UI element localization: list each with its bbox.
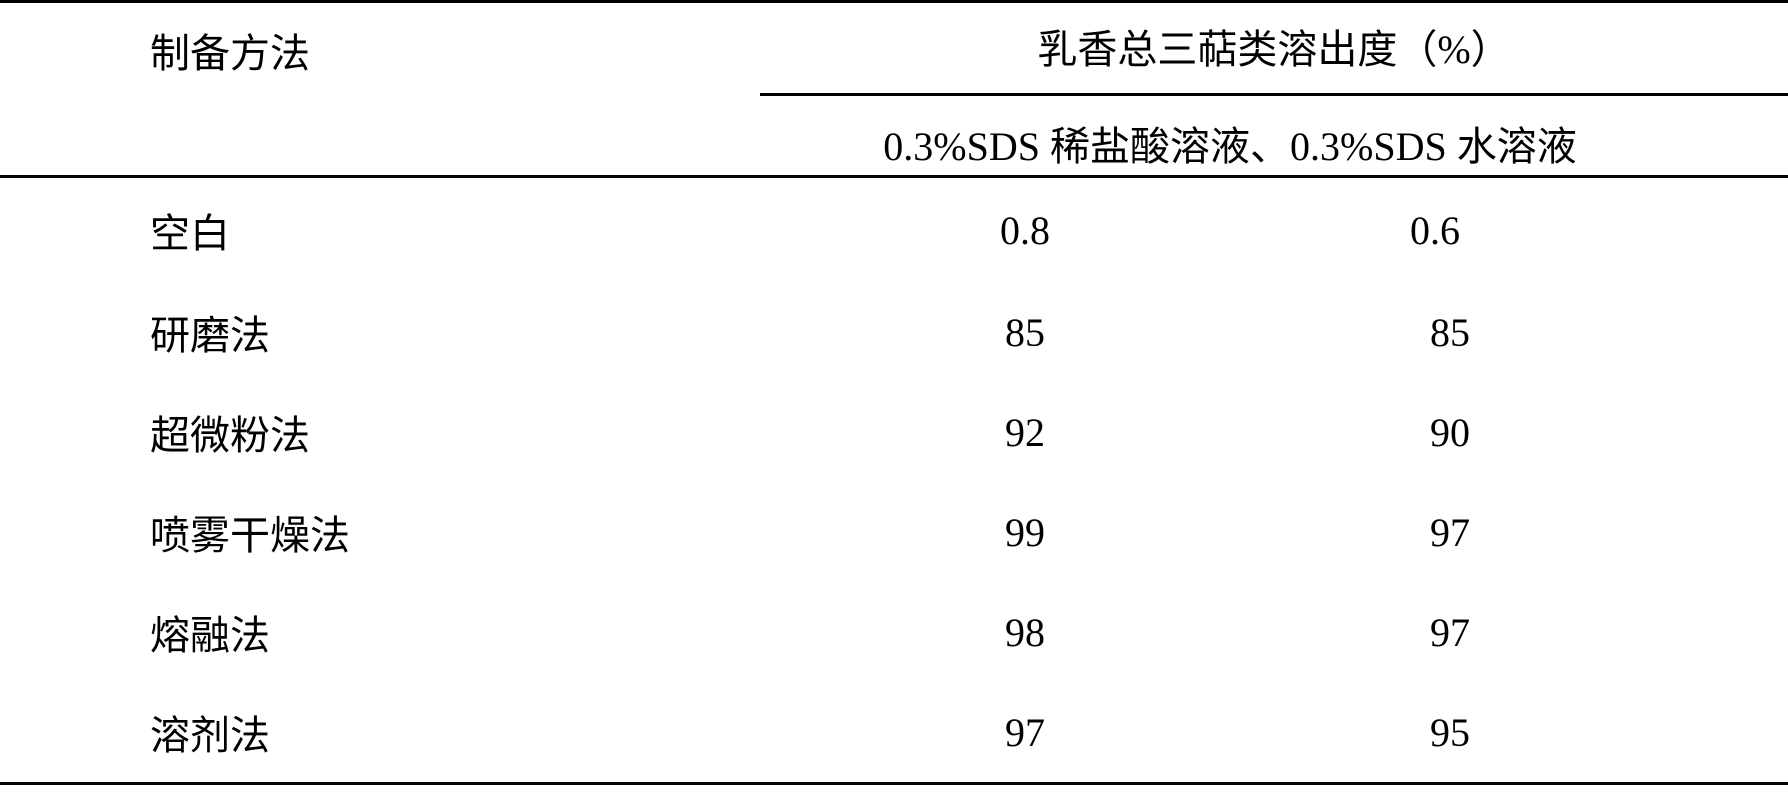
header-sub-1-label: 0.3%SDS 稀盐酸溶液、	[760, 93, 1290, 172]
cell-value-2: 97	[1290, 582, 1788, 682]
cell-value-1: 99	[760, 482, 1290, 582]
cell-method: 熔融法	[150, 582, 600, 682]
cell-method: 空白	[150, 177, 600, 283]
table-row: 熔融法 98 97	[0, 582, 1788, 682]
header-spanning-title: 乳香总三萜类溶出度（%）	[760, 2, 1788, 90]
cell-value-2: 85	[1290, 282, 1788, 382]
header-sub-2-label: 0.3%SDS 水溶液	[1290, 93, 1788, 172]
dissolution-table: 制备方法 乳香总三萜类溶出度（%） 0.3%SDS 稀盐酸溶液、 0.3%SDS…	[0, 0, 1788, 785]
cell-value-1: 98	[760, 582, 1290, 682]
cell-value-2: 95	[1290, 682, 1788, 784]
cell-value-1: 92	[760, 382, 1290, 482]
table-row: 溶剂法 97 95	[0, 682, 1788, 784]
page: 制备方法 乳香总三萜类溶出度（%） 0.3%SDS 稀盐酸溶液、 0.3%SDS…	[0, 0, 1788, 797]
cell-value-2: 0.6	[1290, 177, 1788, 283]
cell-method: 研磨法	[150, 282, 600, 382]
cell-value-1: 0.8	[760, 177, 1290, 283]
cell-method: 超微粉法	[150, 382, 600, 482]
header-method: 制备方法	[150, 2, 600, 177]
cell-value-2: 90	[1290, 382, 1788, 482]
header-sub-2: 0.3%SDS 水溶液	[1290, 89, 1788, 177]
cell-method: 喷雾干燥法	[150, 482, 600, 582]
cell-value-2: 97	[1290, 482, 1788, 582]
cell-value-1: 97	[760, 682, 1290, 784]
cell-method: 溶剂法	[150, 682, 600, 784]
table-row: 超微粉法 92 90	[0, 382, 1788, 482]
header-sub-1: 0.3%SDS 稀盐酸溶液、	[760, 89, 1290, 177]
table-row: 研磨法 85 85	[0, 282, 1788, 382]
cell-value-1: 85	[760, 282, 1290, 382]
table-row: 喷雾干燥法 99 97	[0, 482, 1788, 582]
table-header-row-1: 制备方法 乳香总三萜类溶出度（%）	[0, 2, 1788, 90]
table-row: 空白 0.8 0.6	[0, 177, 1788, 283]
